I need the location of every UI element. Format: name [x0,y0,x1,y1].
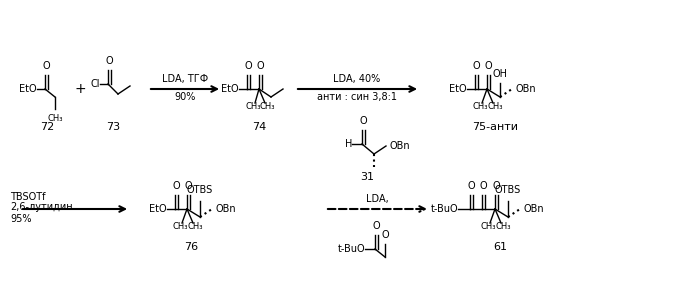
Text: CH₃: CH₃ [245,102,261,111]
Text: EtO: EtO [450,84,467,94]
Text: O: O [172,181,180,191]
Text: CH₃: CH₃ [259,102,275,111]
Text: OTBS: OTBS [187,185,213,195]
Text: O: O [359,116,367,126]
Text: O: O [492,181,500,191]
Text: O: O [472,61,480,71]
Text: t-BuO: t-BuO [431,204,458,214]
Text: 73: 73 [106,122,120,132]
Text: 90%: 90% [174,92,195,102]
Text: CH₃: CH₃ [172,222,188,231]
Text: 61: 61 [493,242,507,252]
Text: 75-анти: 75-анти [472,122,518,132]
Text: 76: 76 [184,242,198,252]
Text: 74: 74 [252,122,266,132]
Text: O: O [184,181,192,191]
Text: CH₃: CH₃ [487,102,503,111]
Text: EtO: EtO [149,204,167,214]
Text: LDA, ТГФ: LDA, ТГФ [162,74,208,84]
Text: анти : син 3,8:1: анти : син 3,8:1 [317,92,397,102]
Text: t-BuO: t-BuO [337,244,365,254]
Text: OBn: OBn [389,141,410,151]
Text: EtO: EtO [20,84,37,94]
Text: CH₃: CH₃ [496,222,511,231]
Text: 72: 72 [40,122,54,132]
Text: CH₃: CH₃ [480,222,496,231]
Text: LDA,: LDA, [366,194,388,204]
Text: OBn: OBn [523,204,544,214]
Text: +: + [74,82,86,96]
Text: Cl: Cl [91,79,100,89]
Text: CH₃: CH₃ [187,222,202,231]
Text: 95%: 95% [10,214,31,224]
Text: O: O [480,181,487,191]
Text: OBn: OBn [515,84,535,94]
Text: CH₃: CH₃ [47,114,63,123]
Text: O: O [244,61,252,71]
Text: O: O [381,230,389,240]
Text: OH: OH [493,69,507,79]
Text: CH₃: CH₃ [473,102,488,111]
Text: H: H [345,139,352,149]
Text: O: O [256,61,264,71]
Text: O: O [42,61,50,71]
Text: TBSOTf: TBSOTf [10,192,45,202]
Text: LDA, 40%: LDA, 40% [334,74,380,84]
Text: 31: 31 [360,172,374,182]
Text: O: O [105,56,113,66]
Text: O: O [467,181,475,191]
Text: O: O [484,61,492,71]
Text: OBn: OBn [215,204,236,214]
Text: O: O [372,221,380,231]
Text: 2,6-лутидин: 2,6-лутидин [10,202,73,212]
Text: EtO: EtO [221,84,239,94]
Text: OTBS: OTBS [495,185,521,195]
